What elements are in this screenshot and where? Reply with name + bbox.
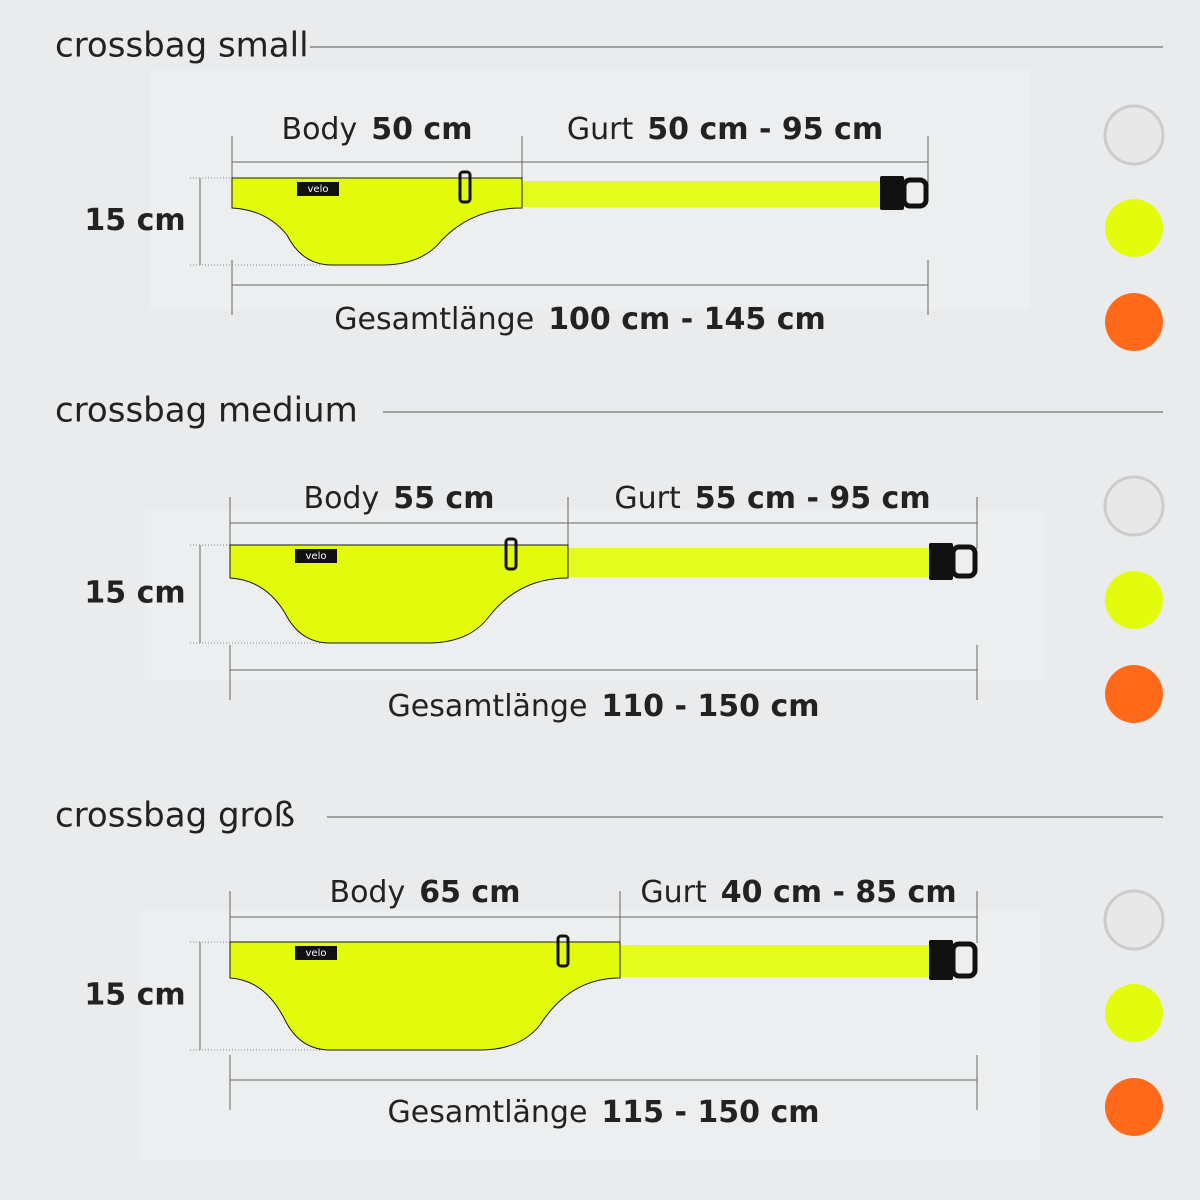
total-label: Gesamtlänge xyxy=(334,302,534,337)
logo-tag xyxy=(297,182,339,196)
body: Body 65 cm xyxy=(330,875,521,910)
total: Gesamtlänge 115 - 150 cm xyxy=(387,1095,819,1130)
color-swatch[interactable] xyxy=(1103,104,1165,166)
buckle xyxy=(929,543,953,580)
section-title: crossbag groß xyxy=(55,796,295,836)
buckle xyxy=(929,940,953,980)
body-label: Body xyxy=(330,875,406,910)
height-label: 15 cm xyxy=(84,203,185,238)
color-swatch[interactable] xyxy=(1105,571,1163,629)
total-value: 115 - 150 cm xyxy=(601,1095,819,1130)
strap xyxy=(563,548,929,577)
logo-text: velo xyxy=(306,948,327,959)
zipper xyxy=(556,934,570,968)
color-swatch[interactable] xyxy=(1105,984,1163,1042)
zipper xyxy=(504,537,518,571)
color-swatch[interactable] xyxy=(1103,475,1165,537)
color-swatch[interactable] xyxy=(1105,1078,1163,1136)
buckle-clip xyxy=(950,941,978,979)
logo-text: velo xyxy=(306,551,327,562)
section-title: crossbag medium xyxy=(55,391,358,431)
strap: Gurt 40 cm - 85 cm xyxy=(640,875,956,910)
section-title: crossbag small xyxy=(55,26,309,66)
bag-body xyxy=(231,177,523,266)
body-value: 50 cm xyxy=(371,112,472,147)
body-label: Body xyxy=(304,481,380,516)
logo-text: velo xyxy=(308,184,329,195)
height-label: 15 cm xyxy=(84,978,185,1013)
strap xyxy=(615,945,929,977)
total-label: Gesamtlänge xyxy=(387,1095,587,1130)
strap: Gurt 50 cm - 95 cm xyxy=(567,112,883,147)
strap-label: Gurt xyxy=(567,112,634,147)
body: Body 50 cm xyxy=(282,112,473,147)
zipper xyxy=(458,170,472,204)
body: Body 55 cm xyxy=(304,481,495,516)
body-label: Body xyxy=(282,112,358,147)
buckle-clip xyxy=(950,544,978,579)
color-swatch[interactable] xyxy=(1105,199,1163,257)
total: Gesamtlänge 100 cm - 145 cm xyxy=(334,302,826,337)
bag-body xyxy=(229,941,621,1051)
body-value: 65 cm xyxy=(419,875,520,910)
strap-value: 55 cm - 95 cm xyxy=(695,481,931,516)
strap xyxy=(517,181,880,207)
logo-tag xyxy=(295,549,337,563)
color-swatch[interactable] xyxy=(1103,889,1165,951)
strap-value: 40 cm - 85 cm xyxy=(721,875,957,910)
total-label: Gesamtlänge xyxy=(387,689,587,724)
bag-body xyxy=(229,544,569,644)
total-value: 100 cm - 145 cm xyxy=(548,302,826,337)
buckle-clip xyxy=(901,177,929,209)
strap: Gurt 55 cm - 95 cm xyxy=(614,481,930,516)
color-swatch[interactable] xyxy=(1105,293,1163,351)
buckle xyxy=(880,176,904,210)
strap-label: Gurt xyxy=(614,481,681,516)
strap-value: 50 cm - 95 cm xyxy=(647,112,883,147)
total: Gesamtlänge 110 - 150 cm xyxy=(387,689,819,724)
strap-label: Gurt xyxy=(640,875,707,910)
total-value: 110 - 150 cm xyxy=(601,689,819,724)
height-label: 15 cm xyxy=(84,576,185,611)
body-value: 55 cm xyxy=(393,481,494,516)
logo-tag xyxy=(295,946,337,960)
color-swatch[interactable] xyxy=(1105,665,1163,723)
